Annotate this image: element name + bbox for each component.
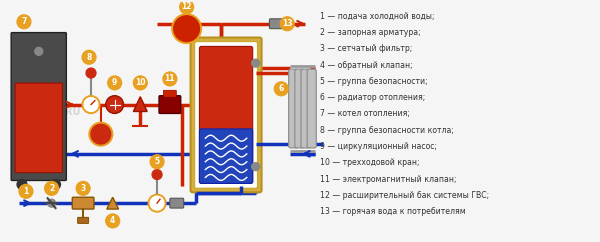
Text: 3 — сетчатый фильтр;: 3 — сетчатый фильтр; (320, 45, 412, 53)
Text: 7: 7 (21, 17, 26, 26)
Circle shape (150, 155, 164, 169)
Circle shape (106, 96, 124, 113)
Circle shape (35, 47, 43, 55)
Circle shape (180, 0, 194, 14)
Circle shape (174, 16, 199, 41)
Circle shape (172, 14, 202, 44)
Circle shape (50, 180, 61, 189)
Circle shape (76, 182, 90, 195)
Circle shape (163, 72, 177, 86)
FancyBboxPatch shape (191, 38, 262, 192)
Circle shape (86, 68, 96, 78)
Text: 1 — подача холодной воды;: 1 — подача холодной воды; (320, 12, 434, 21)
FancyBboxPatch shape (199, 46, 253, 183)
Circle shape (47, 199, 56, 207)
FancyBboxPatch shape (15, 83, 62, 173)
FancyBboxPatch shape (295, 69, 304, 148)
FancyBboxPatch shape (307, 69, 316, 148)
Circle shape (133, 76, 147, 90)
Circle shape (251, 59, 260, 67)
FancyBboxPatch shape (194, 41, 257, 188)
Text: 13: 13 (282, 19, 292, 28)
Text: 5: 5 (154, 157, 160, 166)
Circle shape (89, 122, 113, 146)
Circle shape (251, 163, 260, 171)
Text: 4: 4 (110, 216, 115, 225)
Text: 11 — электромагнитный клапан;: 11 — электромагнитный клапан; (320, 174, 456, 184)
Circle shape (82, 96, 100, 113)
Text: 1: 1 (23, 187, 29, 196)
Polygon shape (107, 197, 119, 209)
Text: 2 — запорная арматура;: 2 — запорная арматура; (320, 28, 421, 37)
Text: 2: 2 (49, 184, 54, 193)
Circle shape (148, 194, 166, 212)
Text: 8: 8 (86, 53, 92, 62)
Circle shape (17, 180, 27, 189)
FancyBboxPatch shape (159, 96, 181, 113)
Text: 6: 6 (278, 84, 284, 93)
Text: 10 — трехходовой кран;: 10 — трехходовой кран; (320, 158, 419, 167)
FancyBboxPatch shape (170, 198, 184, 208)
Text: 4 — обратный клапан;: 4 — обратный клапан; (320, 61, 412, 70)
FancyBboxPatch shape (301, 69, 310, 148)
FancyBboxPatch shape (72, 197, 94, 209)
Text: ReMnt.RU: ReMnt.RU (26, 107, 81, 117)
Circle shape (17, 15, 31, 29)
Text: 5 — группа безопасности;: 5 — группа безопасности; (320, 77, 427, 86)
FancyBboxPatch shape (11, 33, 67, 181)
Circle shape (91, 124, 111, 144)
Text: 9 — циркуляционный насос;: 9 — циркуляционный насос; (320, 142, 437, 151)
Text: 13 — горячая вода к потребителям: 13 — горячая вода к потребителям (320, 207, 466, 216)
Text: 3: 3 (80, 184, 86, 193)
Circle shape (44, 182, 58, 195)
Text: 9: 9 (112, 78, 117, 87)
Circle shape (280, 17, 294, 31)
Circle shape (274, 82, 288, 96)
Text: 6 — радиатор отопления;: 6 — радиатор отопления; (320, 93, 425, 102)
Circle shape (106, 214, 119, 228)
Circle shape (150, 196, 164, 210)
Circle shape (84, 98, 98, 112)
FancyBboxPatch shape (289, 69, 298, 148)
Text: 8 — группа безопасности котла;: 8 — группа безопасности котла; (320, 126, 454, 135)
Circle shape (152, 170, 162, 180)
Polygon shape (133, 97, 147, 112)
Text: 12 — расширительный бак системы ГВС;: 12 — расширительный бак системы ГВС; (320, 191, 489, 200)
Text: 12: 12 (181, 2, 192, 11)
Text: 10: 10 (135, 78, 146, 87)
FancyBboxPatch shape (77, 218, 89, 223)
Circle shape (108, 76, 122, 90)
Text: 11: 11 (164, 75, 175, 83)
FancyBboxPatch shape (199, 129, 253, 183)
Circle shape (19, 184, 33, 198)
Text: 7 — котел отопления;: 7 — котел отопления; (320, 109, 410, 119)
FancyBboxPatch shape (269, 19, 283, 29)
FancyBboxPatch shape (163, 90, 176, 97)
Circle shape (82, 50, 96, 64)
